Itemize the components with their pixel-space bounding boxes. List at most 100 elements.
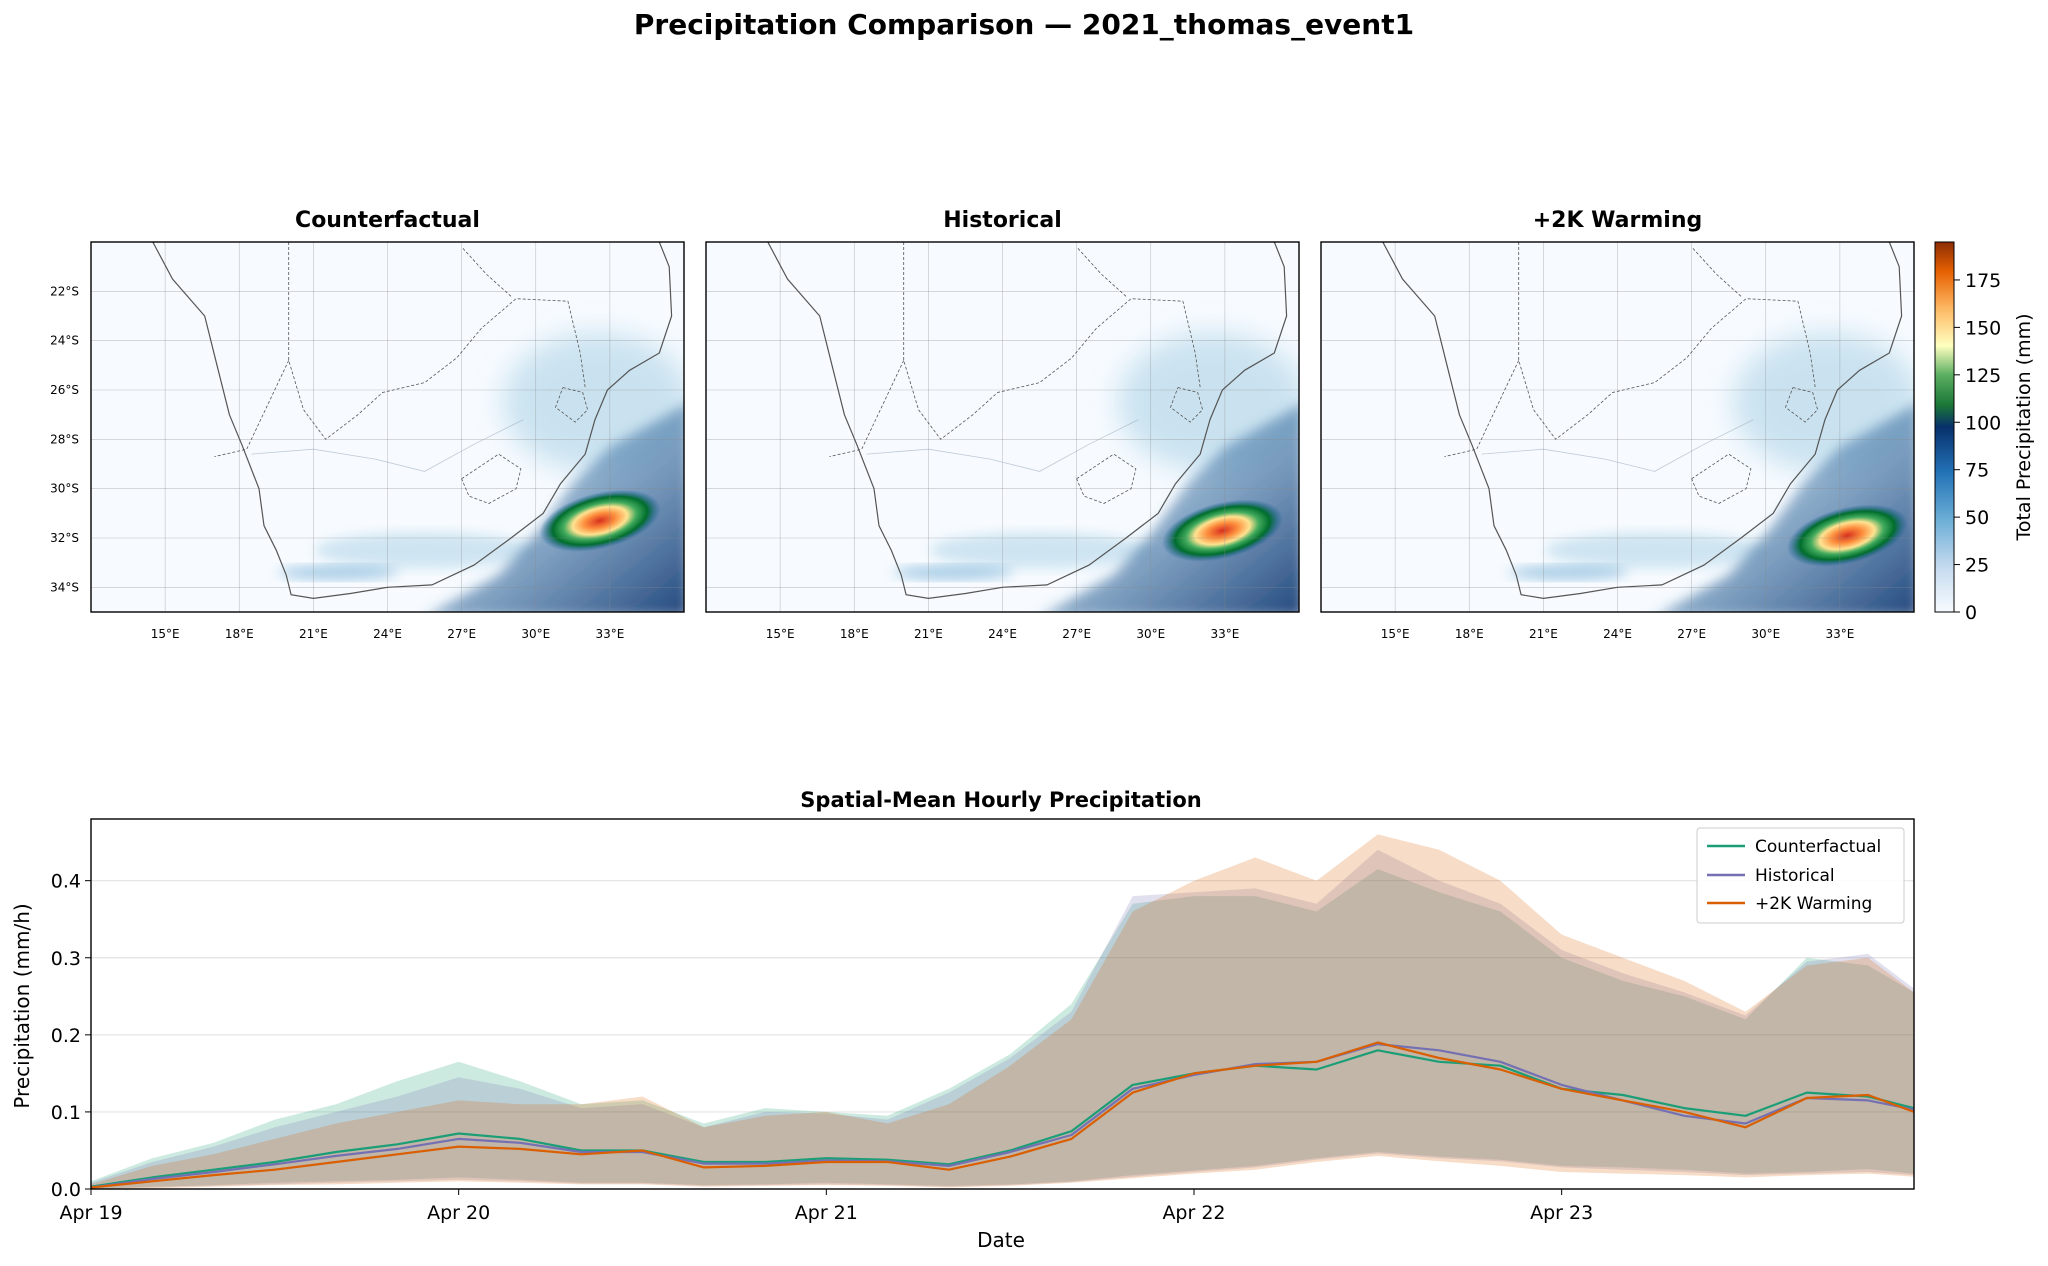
series-line-0: [90, 1049, 1915, 1188]
map-river: [1481, 419, 1754, 472]
y-tick-label: 0.2: [51, 1025, 81, 1047]
precip-peak-core: [1161, 499, 1283, 562]
map-border: [1518, 242, 1816, 440]
chart-title: Spatial-Mean Hourly Precipitation: [800, 788, 1201, 812]
lon-tick-label: 24°E: [1603, 627, 1632, 641]
y-tick-label: 0.3: [51, 948, 81, 970]
lat-tick-label: 30°S: [50, 482, 79, 496]
map-border: [1785, 387, 1819, 423]
map-border: [214, 360, 290, 457]
lon-tick-label: 18°E: [1455, 627, 1484, 641]
precip-streak-west: [1508, 565, 1629, 580]
y-tick-label: 0.1: [51, 1102, 81, 1124]
map-border: [1076, 246, 1127, 297]
lon-tick-label: 24°E: [373, 627, 402, 641]
colorbar-ticks: 0 25 50 75 100 125 150 175: [1954, 270, 2001, 624]
map-panel-0: [91, 242, 684, 612]
legend-box: [1696, 827, 1905, 924]
series-band-2: [91, 834, 1914, 1189]
precip-peak-core: [1786, 504, 1908, 567]
lon-tick-label: 15°E: [1381, 627, 1410, 641]
precip-streak-west: [278, 565, 399, 580]
series-band-1: [91, 849, 1914, 1189]
colorbar-tick-label: 150: [1965, 317, 2001, 339]
lon-tick-label: 27°E: [1062, 627, 1091, 641]
figure-title: Precipitation Comparison — 2021_thomas_e…: [633, 8, 1415, 41]
map-border: [1444, 360, 1520, 457]
map-title-counterfactual: Counterfactual: [295, 208, 480, 233]
map-coastline: [1382, 242, 1903, 600]
map-coastline: [152, 242, 673, 600]
precip-rainband: [1048, 405, 1299, 612]
colorbar-tick-label: 25: [1965, 555, 1989, 577]
lon-tick-label: 18°E: [840, 627, 869, 641]
timeseries-chart: 0.0 0.1 0.2 0.3 0.4 Apr 19 Apr 20 Apr 21 Apr 22 A…: [51, 818, 1915, 1224]
y-tick-label: 0.0: [51, 1179, 81, 1201]
lon-tick-label: 27°E: [1677, 627, 1706, 641]
precip-haze-southern: [1544, 532, 1765, 569]
colorbar-gradient: [1934, 241, 1955, 613]
precipitation-maps: 15°E 18°E 21°E 24°E 27°E 30°E 33°E 22°S 24°S 26°S…: [50, 241, 1915, 641]
lat-tick-label: 32°S: [50, 531, 79, 545]
lon-tick-label: 33°E: [1210, 627, 1239, 641]
lat-tick-label: 26°S: [50, 383, 79, 397]
map-title-warming: +2K Warming: [1532, 208, 1703, 233]
colorbar-label: Total Precipitation (mm): [2013, 313, 2035, 541]
lon-tick-label: 27°E: [447, 627, 476, 641]
colorbar-tick-label: 175: [1965, 270, 2001, 292]
lon-tick-label: 30°E: [521, 627, 550, 641]
lon-tick-label: 15°E: [766, 627, 795, 641]
x-tick-label: Apr 22: [1162, 1202, 1225, 1224]
x-tick-label: Apr 19: [59, 1202, 122, 1224]
colorbar-tick-label: 50: [1965, 507, 1989, 529]
series-line-2: [90, 1041, 1915, 1189]
precip-streak-west: [893, 565, 1014, 580]
lon-tick-label: 30°E: [1751, 627, 1780, 641]
map-border: [1170, 387, 1204, 423]
lon-tick-label: 15°E: [151, 627, 180, 641]
map-border: [461, 453, 522, 504]
map-border: [461, 246, 512, 297]
map-border: [1076, 453, 1137, 504]
colorbar-tick-label: 125: [1965, 365, 2001, 387]
x-tick-label: Apr 21: [795, 1202, 858, 1224]
lon-tick-label: 24°E: [988, 627, 1017, 641]
legend: Counterfactual Historical +2K Warming: [1696, 827, 1905, 924]
map-panel-2: [1321, 242, 1914, 612]
map-border: [288, 242, 586, 440]
series-band-0: [91, 869, 1914, 1189]
map-coastline: [767, 242, 1288, 600]
colorbar-tick-label: 75: [1965, 460, 1989, 482]
map-border: [829, 360, 905, 457]
lat-tick-label: 24°S: [50, 334, 79, 348]
precip-haze-southern: [929, 532, 1150, 569]
lat-tick-label: 34°S: [50, 580, 79, 594]
y-tick-label: 0.4: [51, 871, 81, 893]
lon-tick-label: 33°E: [1825, 627, 1854, 641]
map-border: [1691, 453, 1752, 504]
map-border: [1691, 246, 1742, 297]
map-border: [555, 387, 589, 423]
map-frame: [90, 241, 685, 613]
map-border: [903, 242, 1201, 440]
lon-tick-label: 21°E: [1529, 627, 1558, 641]
lat-tick-label: 28°S: [50, 432, 79, 446]
legend-label-warming: +2K Warming: [1755, 894, 1872, 914]
colorbar-tick-label: 0: [1965, 602, 1977, 624]
lat-tick-label: 22°S: [50, 284, 79, 298]
map-river: [866, 419, 1139, 472]
lon-tick-label: 30°E: [1136, 627, 1165, 641]
map-frame: [1320, 241, 1915, 613]
colorbar: 0 25 50 75 100 125 150 175 Total Precipitation …: [1934, 241, 2035, 624]
chart-frame: [90, 818, 1915, 1190]
map-frame: [705, 241, 1300, 613]
y-axis-label: Precipitation (mm/h): [10, 903, 34, 1108]
map-river: [251, 419, 524, 472]
lon-tick-label: 21°E: [914, 627, 943, 641]
x-tick-label: Apr 23: [1530, 1202, 1593, 1224]
precip-peak-core: [539, 489, 661, 552]
lon-tick-label: 33°E: [595, 627, 624, 641]
x-tick-label: Apr 20: [427, 1202, 490, 1224]
x-axis-label: Date: [977, 1228, 1025, 1252]
